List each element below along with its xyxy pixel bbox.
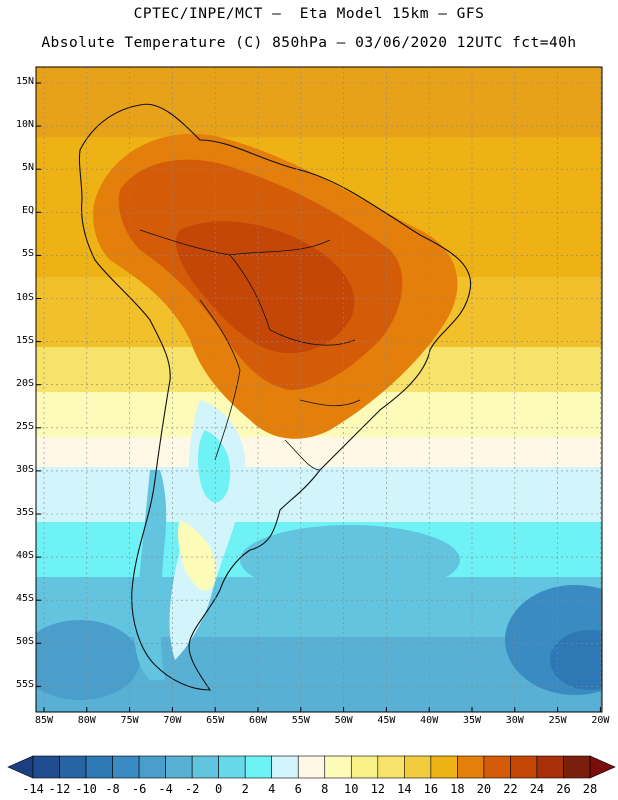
colorbar-segment [457, 755, 485, 779]
colorbar-segment [430, 755, 458, 779]
colorbar-label: 2 [241, 782, 249, 796]
colorbar-label: 28 [582, 782, 598, 796]
colorbar-label: -12 [48, 782, 71, 796]
lon-label: 70W [163, 715, 182, 726]
colorbar-segment [32, 755, 60, 779]
lat-label: 35S [15, 507, 34, 518]
colorbar-label: 12 [370, 782, 386, 796]
lon-label: 30W [505, 715, 524, 726]
lat-label: 25S [15, 420, 34, 432]
colorbar-segment [165, 755, 193, 779]
colorbar-segment [483, 755, 511, 779]
colorbar-segment [350, 755, 379, 779]
cold-region [240, 525, 460, 595]
colorbar-label: 22 [503, 782, 518, 796]
cold-region [550, 630, 602, 690]
lat-label: 30S [15, 463, 34, 475]
lat-label: 20S [15, 377, 34, 389]
colorbar-label: 20 [476, 782, 492, 796]
colorbar [7, 755, 616, 779]
colorbar-segment [191, 755, 219, 779]
colorbar-label: 0 [215, 782, 223, 796]
colorbar-segment [510, 755, 538, 779]
chart-title-line-2: Absolute Temperature (C) 850hPa – 03/06/… [41, 35, 577, 51]
lon-label: 35W [462, 715, 482, 726]
lat-label: 50S [15, 636, 34, 648]
lon-label: 50W [334, 715, 353, 726]
country-border [139, 229, 361, 471]
colorbar-segment [244, 755, 273, 779]
lat-label: 45S [15, 593, 34, 605]
lon-label: 25W [548, 715, 567, 726]
colorbar-label: -10 [75, 782, 97, 796]
colorbar-label: -6 [131, 782, 147, 796]
colorbar-segment [404, 755, 432, 779]
lon-label: 75W [120, 715, 139, 726]
colorbar-label: 8 [321, 782, 329, 796]
lat-label: 40S [15, 550, 34, 562]
lat-label: 10S [15, 291, 34, 303]
colorbar-segment [112, 755, 140, 779]
colorbar-label: 4 [268, 782, 276, 796]
lat-label: EQ [21, 205, 34, 217]
colorbar-label: -2 [184, 782, 200, 796]
colorbar-segment [377, 755, 405, 779]
cool-region [197, 430, 231, 503]
lon-label: 85W [34, 715, 54, 726]
field-band [36, 467, 602, 522]
lon-label: 40W [420, 715, 439, 726]
lat-label: 15S [15, 334, 34, 346]
colorbar-segment [297, 755, 326, 779]
colorbar-segment [218, 755, 246, 779]
colorbar-label: -8 [105, 782, 120, 796]
colorbar-over-arrow [589, 755, 616, 779]
colorbar-segment [59, 755, 87, 779]
colorbar-segment [85, 755, 113, 779]
colorbar-segment [138, 755, 166, 779]
lon-label: 45W [377, 715, 396, 726]
colorbar-label: -14 [22, 782, 44, 796]
colorbar-label: 6 [294, 782, 302, 796]
coastline [78, 103, 472, 691]
colorbar-label: 26 [556, 782, 571, 796]
colorbar-label: -4 [158, 782, 173, 796]
colorbar-label: 18 [450, 782, 465, 796]
cold-region [36, 620, 140, 700]
lon-label: 65W [206, 715, 225, 726]
colorbar-label: 14 [397, 782, 412, 796]
colorbar-label: 16 [423, 782, 439, 796]
colorbar-under-arrow [7, 755, 34, 779]
colorbar-segment [324, 755, 352, 779]
lon-label: 60W [248, 715, 268, 726]
lat-label: 5S [21, 248, 34, 260]
colorbar-segment [563, 755, 591, 779]
lat-label: 5N [21, 162, 34, 174]
lat-label: 55S [15, 679, 34, 691]
warm-patch [177, 520, 216, 591]
lat-label: 10N [15, 119, 34, 131]
colorbar-segment [536, 755, 564, 779]
lon-label: 55W [291, 715, 310, 726]
lon-label: 20W [591, 715, 610, 726]
colorbar-segment [271, 755, 299, 779]
map-frame [35, 66, 603, 713]
warm-region [175, 221, 355, 354]
lat-label: 15N [15, 76, 34, 87]
field-band [36, 437, 602, 467]
andes-cold [134, 470, 167, 680]
colorbar-label: 24 [529, 782, 545, 796]
graticule [36, 67, 602, 712]
chart-title-line-1: CPTEC/INPE/MCT – Eta Model 15km – GFS [133, 6, 485, 22]
lon-label: 80W [77, 715, 96, 726]
colorbar-label: 10 [344, 782, 359, 796]
field-band [36, 67, 602, 137]
